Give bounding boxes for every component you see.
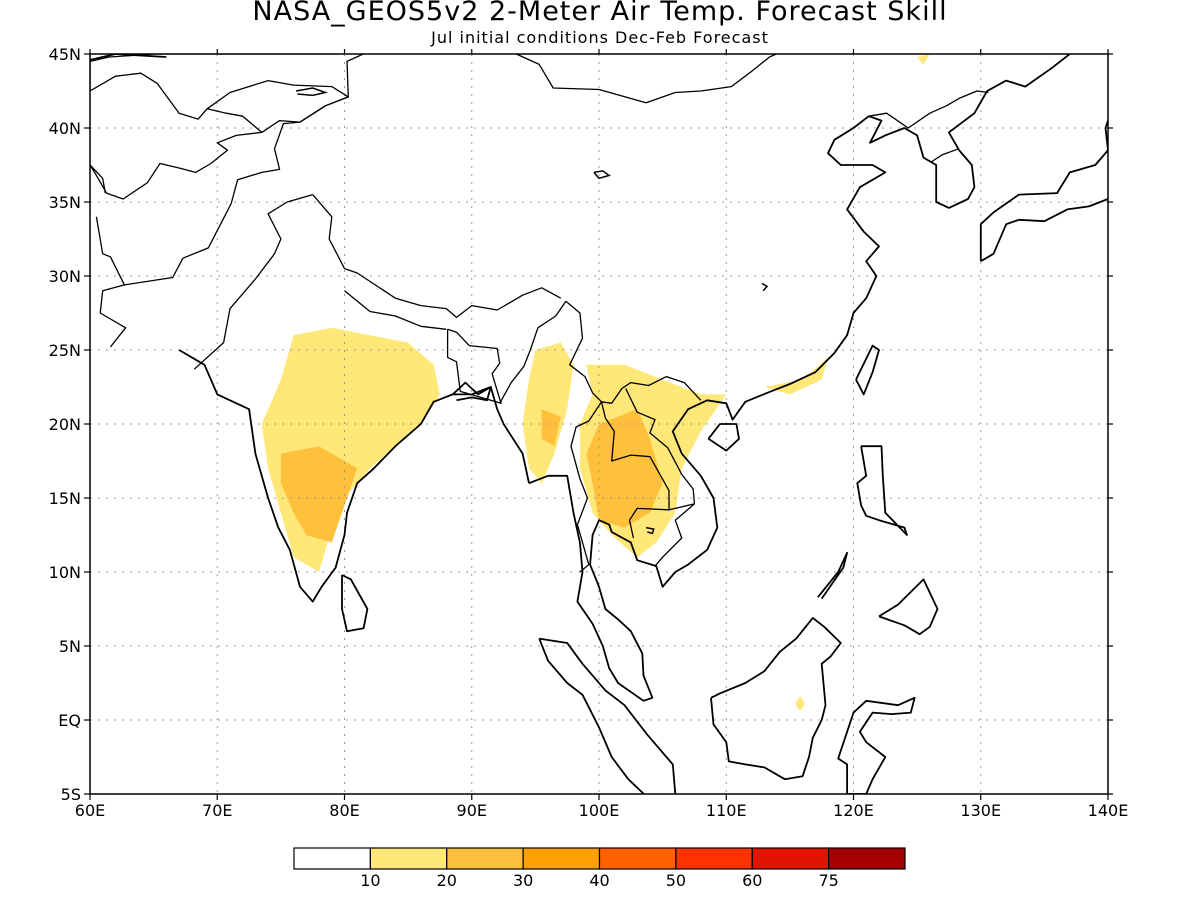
lat-tick-label: 35N (49, 193, 81, 212)
lake-chinese-lake (761, 282, 769, 292)
border-china-kashmir (273, 54, 365, 149)
colorbar: 10 20 30 40 50 60 75 (293, 847, 906, 890)
colorbar-label: 40 (589, 871, 609, 890)
border-india-pakistan (193, 193, 313, 370)
lon-tick-label: 120E (833, 801, 874, 820)
lon-tick-label: 90E (457, 801, 487, 820)
lat-tick-label: 15N (49, 489, 81, 508)
coastline-sulawesi (837, 696, 916, 794)
coastline-sumatra (538, 637, 677, 794)
lake-issyk-kul (295, 87, 329, 97)
coastline-hainan (707, 423, 740, 452)
lat-tick-label: 30N (49, 267, 81, 286)
skill-region-india-central (261, 327, 440, 572)
border-myanmar-china (565, 300, 702, 404)
border-cambodia (668, 503, 695, 511)
lat-tick-label: 5N (59, 637, 81, 656)
border-turkmen (90, 164, 106, 194)
axis-ticks: 60E 70E 80E 90E 100E 110E 120E 130E 140E 45N 40N 35… (49, 45, 1129, 820)
coastlines-layer (90, 54, 1108, 794)
border-afghan-pak (124, 148, 281, 286)
border-kazak-north (90, 54, 339, 91)
lat-tick-label: 45N (49, 45, 81, 64)
coastline-indochina-west (528, 54, 1071, 702)
skill-region-india-deccan (280, 446, 358, 543)
skill-region-myanmar-core (541, 409, 561, 447)
lake-tonle-sap (645, 526, 655, 535)
colorbar-box (522, 847, 601, 870)
border-laos-vietnam (625, 388, 696, 567)
colorbar-label: 20 (437, 871, 457, 890)
colorbar-box (828, 847, 906, 870)
coastline-palawan (817, 551, 848, 600)
lon-tick-label: 80E (329, 801, 359, 820)
border-myanmar-india (499, 300, 567, 404)
skill-shading-layer (261, 54, 930, 712)
lat-tick-label: 40N (49, 119, 81, 138)
lon-tick-label: 70E (202, 801, 232, 820)
coastline-luzon (856, 445, 908, 536)
coastline-japan (979, 117, 1108, 262)
colorbar-label: 60 (742, 871, 762, 890)
colorbar-box (293, 847, 371, 870)
colorbar-label: 30 (513, 871, 533, 890)
lat-tick-label: 25N (49, 341, 81, 360)
border-himalaya (312, 194, 562, 319)
border-afghan-iran (95, 216, 127, 348)
colorbar-label: 75 (818, 871, 838, 890)
coastline-borneo (710, 617, 842, 781)
coastline-sakhalin-north-coast (90, 54, 167, 61)
lon-tick-label: 130E (960, 801, 1001, 820)
map-title: NASA_GEOS5v2 2-Meter Air Temp. Forecast … (252, 0, 948, 27)
colorbar-box (369, 847, 448, 870)
lon-tick-label: 60E (75, 801, 105, 820)
coastline-taiwan (855, 344, 880, 396)
lat-tick-label: 10N (49, 563, 81, 582)
border-china-korea (868, 90, 989, 129)
skill-region-borneo-spot (795, 696, 806, 712)
colorbar-box (675, 847, 753, 870)
border-laos-thai (600, 401, 670, 539)
lon-tick-label: 140E (1088, 801, 1129, 820)
skill-region-tibet-spot (917, 54, 930, 65)
map-subtitle: Jul initial conditions Dec-Feb Forecast (431, 28, 769, 47)
colorbar-box (598, 847, 677, 870)
border-bangladesh (446, 328, 502, 404)
border-myanmar-thai (570, 401, 603, 573)
colorbar-box (751, 847, 830, 870)
lake-balkhash (261, 54, 284, 55)
border-central-asia (90, 72, 263, 200)
lon-tick-label: 100E (579, 801, 620, 820)
border-nepal-south (344, 290, 447, 330)
border-kyrgyz-kazak (206, 79, 349, 133)
border-korea-dmz (930, 148, 960, 163)
lon-tick-label: 110E (706, 801, 747, 820)
coastline-srilanka (341, 574, 369, 633)
lat-tick-label: 5S (61, 785, 81, 804)
lat-tick-label: EQ (58, 711, 81, 730)
lat-tick-label: 20N (49, 415, 81, 434)
colorbar-label: 10 (360, 871, 380, 890)
borders-layer (90, 54, 989, 573)
colorbar-box (446, 847, 524, 870)
colorbar-label: 50 (666, 871, 686, 890)
lake-qinghai (593, 170, 611, 180)
border-china-mongolia (513, 54, 779, 104)
coastline-mindanao (878, 578, 939, 636)
skill-region-south-china (764, 357, 828, 395)
coastline-bengal-delta (452, 381, 492, 402)
